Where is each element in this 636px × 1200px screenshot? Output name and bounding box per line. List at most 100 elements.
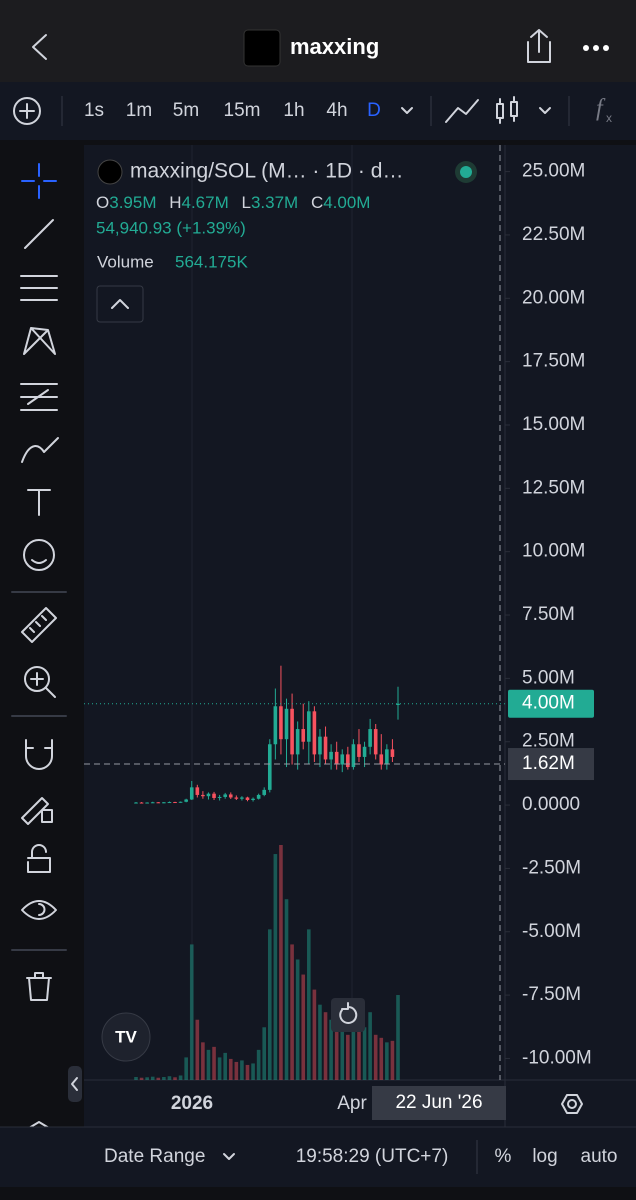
ohlc-row: O3.95M H4.67M L3.37M C4.00M xyxy=(96,193,370,212)
forecast-tool[interactable] xyxy=(20,383,58,411)
interval[interactable]: 1m xyxy=(126,100,152,121)
volume-bar xyxy=(295,959,300,1080)
candle-body xyxy=(217,796,222,798)
interval[interactable]: 15m xyxy=(224,100,261,121)
date-range-button[interactable]: Date Range xyxy=(104,1146,205,1167)
reset-button[interactable] xyxy=(331,998,365,1032)
candle-body xyxy=(318,736,322,755)
interval[interactable]: 1h xyxy=(283,100,304,121)
trend-line-tool[interactable] xyxy=(24,219,54,249)
candle-body xyxy=(240,797,244,799)
candle-body xyxy=(279,706,283,740)
candle-chart-button[interactable] xyxy=(496,96,518,124)
volume-bar xyxy=(396,995,400,1080)
volume-bar xyxy=(373,1034,378,1080)
auto-button[interactable]: auto xyxy=(581,1146,618,1167)
y-tick-label: -5.00M xyxy=(522,921,581,942)
candle-body xyxy=(201,794,205,797)
menu-button[interactable] xyxy=(583,45,609,51)
volume-bar xyxy=(362,1027,367,1080)
interval-active[interactable]: D xyxy=(367,100,381,121)
candle-body xyxy=(368,729,372,747)
volume-bar xyxy=(340,1027,345,1080)
y-tick-label: 2.50M xyxy=(522,731,575,752)
delete-tool[interactable] xyxy=(26,972,52,1001)
volume-value: 564.175K xyxy=(175,252,248,271)
volume-bar xyxy=(301,974,306,1080)
lock-tool[interactable] xyxy=(27,844,51,873)
settings-button[interactable] xyxy=(561,1094,583,1114)
symbol-logo xyxy=(97,159,123,185)
bottom-bar xyxy=(0,1127,636,1187)
dropdown[interactable] xyxy=(401,107,413,114)
brush-tool[interactable] xyxy=(21,437,59,463)
dropdown[interactable] xyxy=(539,107,551,114)
candle-body xyxy=(156,802,161,804)
candle-body xyxy=(307,711,311,742)
tradingview-logo[interactable] xyxy=(101,1012,151,1062)
collapse-legend-button[interactable] xyxy=(96,285,144,323)
volume-bar xyxy=(195,1019,200,1080)
volume-bar xyxy=(323,1012,328,1080)
volume-bar xyxy=(139,1077,144,1080)
candle-body xyxy=(139,802,144,804)
candle-body xyxy=(351,744,356,768)
collapse-arrow xyxy=(71,1077,78,1091)
volume-bar xyxy=(346,1034,350,1080)
volume-bar xyxy=(178,1075,183,1080)
add-button[interactable] xyxy=(13,97,41,125)
candle-body xyxy=(362,746,367,757)
candle-body xyxy=(329,751,333,760)
candle-body xyxy=(178,801,183,803)
y-tick-label: 0.0000 xyxy=(522,794,580,815)
ohlc-label: C xyxy=(311,193,323,212)
volume-bar xyxy=(167,1076,172,1080)
emoji-tool[interactable] xyxy=(23,539,55,571)
collapse-tab[interactable] xyxy=(68,1066,82,1102)
fib-tool[interactable] xyxy=(20,275,58,301)
percent-button[interactable]: % xyxy=(495,1146,512,1167)
candle-body xyxy=(295,729,300,755)
volume-bar xyxy=(279,845,283,1080)
volume-bar xyxy=(134,1076,138,1080)
candle-body xyxy=(290,708,294,755)
volume-bar xyxy=(156,1077,161,1080)
status-dot xyxy=(460,166,472,178)
candle-body xyxy=(145,802,149,804)
candle-body xyxy=(234,797,239,799)
volume-bar xyxy=(245,1064,250,1080)
interval[interactable]: 4h xyxy=(326,100,347,121)
symbol-title: maxxing/SOL (M… · 1D · d… xyxy=(130,160,403,183)
y-tick-label: 17.50M xyxy=(522,351,585,372)
visibility-tool[interactable] xyxy=(21,900,57,920)
volume-bar xyxy=(273,854,278,1080)
back-button[interactable] xyxy=(32,34,47,60)
crosshair-tool[interactable] xyxy=(21,163,57,199)
ohlc-value: 4.00M xyxy=(323,193,370,212)
ohlc-value: 3.37M xyxy=(251,193,298,212)
volume-bar xyxy=(145,1077,149,1080)
volume-bar xyxy=(256,1049,261,1080)
volume-bar xyxy=(162,1076,166,1080)
lock-draw-tool[interactable] xyxy=(21,797,53,825)
crosshair-date-box xyxy=(372,1086,506,1120)
text-tool[interactable] xyxy=(27,489,51,516)
zoom-tool[interactable] xyxy=(24,666,56,698)
y-tick-label: -2.50M xyxy=(522,857,581,878)
ruler-tool[interactable] xyxy=(21,607,57,643)
pattern-tool[interactable] xyxy=(23,327,56,355)
collapse-legend-icon xyxy=(111,299,129,309)
interval[interactable]: 1s xyxy=(84,100,104,121)
indicators-button[interactable]: f xyxy=(596,96,606,122)
line-chart-button[interactable] xyxy=(445,99,479,123)
candle-body xyxy=(150,802,155,804)
toolbar xyxy=(0,82,636,140)
magnet-tool[interactable] xyxy=(25,739,53,770)
volume-bar xyxy=(385,1042,389,1080)
share-button[interactable] xyxy=(527,29,551,63)
candle-body xyxy=(189,787,194,800)
log-button[interactable]: log xyxy=(532,1146,557,1167)
last-price-box xyxy=(508,689,594,718)
interval[interactable]: 5m xyxy=(173,100,199,121)
clock: 19:58:29 (UTC+7) xyxy=(296,1146,449,1167)
